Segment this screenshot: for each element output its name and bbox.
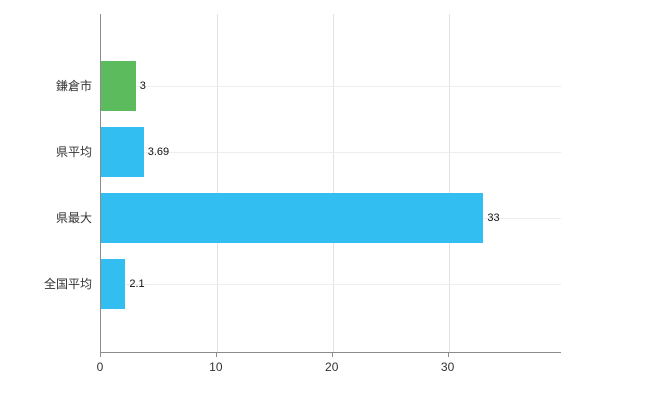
bar xyxy=(101,259,126,309)
bar xyxy=(101,193,484,243)
gridline xyxy=(332,14,334,352)
bar xyxy=(101,61,136,111)
value-label: 3 xyxy=(139,80,146,92)
row-guide-line xyxy=(101,284,561,285)
x-tick-label: 0 xyxy=(96,360,104,374)
plot-area: 3 3.69 33 2.1 xyxy=(100,14,561,353)
x-tick-label: 30 xyxy=(440,360,455,374)
category-label: 県最大 xyxy=(55,211,92,225)
value-label: 3.69 xyxy=(147,146,170,158)
x-tick-mark xyxy=(100,353,101,357)
x-tick-mark xyxy=(447,353,449,357)
gridline xyxy=(216,14,218,352)
gridline xyxy=(448,14,450,352)
x-tick-label: 20 xyxy=(325,360,339,374)
x-tick-mark xyxy=(215,353,217,357)
value-label: 33 xyxy=(487,212,500,224)
category-label: 全国平均 xyxy=(43,277,92,291)
x-tick-label: 10 xyxy=(209,360,223,374)
row-guide-line xyxy=(101,86,561,87)
x-tick-mark xyxy=(331,353,333,357)
row-guide-line xyxy=(101,152,561,153)
value-label: 2.1 xyxy=(129,278,145,290)
category-label: 県平均 xyxy=(55,145,92,159)
category-label: 鎌倉市 xyxy=(55,79,92,93)
bar xyxy=(101,127,144,177)
